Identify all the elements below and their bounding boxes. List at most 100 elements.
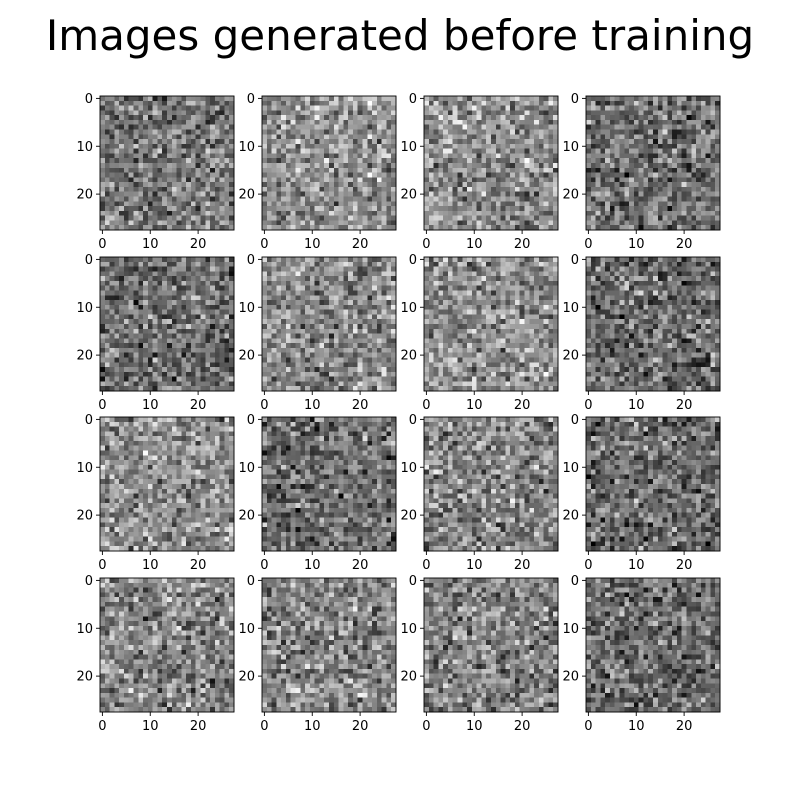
pixel [109, 172, 115, 178]
pixel [128, 143, 134, 149]
pixel [128, 210, 134, 216]
pixel [162, 362, 168, 368]
pixel [667, 105, 673, 111]
pixel [167, 367, 173, 373]
pixel [367, 115, 373, 121]
pixel [314, 362, 320, 368]
pixel [352, 295, 358, 301]
pixel [186, 167, 192, 173]
pixel [467, 266, 473, 272]
pixel [543, 129, 549, 135]
pixel [262, 319, 268, 325]
pixel [438, 139, 444, 145]
pixel [609, 134, 615, 140]
pixel [285, 220, 291, 226]
pixel [210, 96, 216, 102]
pixel [624, 105, 630, 111]
pixel [171, 186, 177, 192]
x-tick-label: 10 [142, 237, 159, 252]
pixel [271, 177, 277, 183]
pixel [672, 134, 678, 140]
pixel [486, 276, 492, 282]
pixel [300, 300, 306, 306]
pixel [186, 105, 192, 111]
pixel [534, 285, 540, 291]
pixel [123, 225, 129, 231]
pixel [524, 163, 530, 169]
pixel [171, 285, 177, 291]
pixel [553, 215, 559, 221]
pixel [376, 167, 382, 173]
pixel [281, 201, 287, 207]
panel-4-frame [585, 95, 721, 231]
pixel [500, 110, 506, 116]
pixel [314, 314, 320, 320]
pixel [538, 177, 544, 183]
pixel [319, 115, 325, 121]
pixel [343, 386, 349, 392]
pixel [543, 172, 549, 178]
pixel [543, 153, 549, 159]
pixel [529, 261, 535, 267]
pixel [200, 319, 206, 325]
pixel [372, 119, 378, 125]
pixel [638, 167, 644, 173]
pixel [281, 139, 287, 145]
pixel [467, 143, 473, 149]
panel-6-pixels [262, 257, 397, 392]
pixel [109, 206, 115, 212]
pixel [300, 196, 306, 202]
pixel [276, 381, 282, 387]
pixel [133, 153, 139, 159]
pixel [672, 225, 678, 231]
pixel [214, 261, 220, 267]
pixel [300, 119, 306, 125]
pixel [662, 124, 668, 130]
pixel [633, 186, 639, 192]
pixel [104, 343, 110, 349]
pixel [200, 105, 206, 111]
pixel [271, 357, 277, 363]
pixel [281, 163, 287, 169]
pixel [276, 314, 282, 320]
pixel [653, 110, 659, 116]
pixel [653, 172, 659, 178]
pixel [138, 319, 144, 325]
pixel [300, 386, 306, 392]
pixel [152, 328, 158, 334]
pixel [629, 158, 635, 164]
pixel [104, 376, 110, 382]
pixel [443, 271, 449, 277]
pixel [147, 266, 153, 272]
pixel [357, 304, 363, 310]
pixel [553, 191, 559, 197]
pixel [200, 220, 206, 226]
pixel [538, 119, 544, 125]
pixel [338, 191, 344, 197]
pixel [271, 314, 277, 320]
pixel [133, 115, 139, 121]
pixel [210, 352, 216, 358]
pixel [100, 309, 106, 315]
pixel [514, 158, 520, 164]
pixel [495, 220, 501, 226]
pixel [514, 143, 520, 149]
pixel [510, 110, 516, 116]
pixel [210, 257, 216, 263]
pixel [333, 134, 339, 140]
pixel [329, 225, 335, 231]
pixel [338, 343, 344, 349]
pixel [219, 225, 225, 231]
pixel [167, 201, 173, 207]
pixel [386, 338, 392, 344]
pixel [500, 206, 506, 212]
pixel [295, 328, 301, 334]
pixel [391, 386, 397, 392]
pixel [352, 201, 358, 207]
pixel [266, 100, 272, 106]
pixel [276, 196, 282, 202]
pixel [367, 276, 373, 282]
pixel [614, 163, 620, 169]
pixel [447, 153, 453, 159]
pixel [529, 153, 535, 159]
